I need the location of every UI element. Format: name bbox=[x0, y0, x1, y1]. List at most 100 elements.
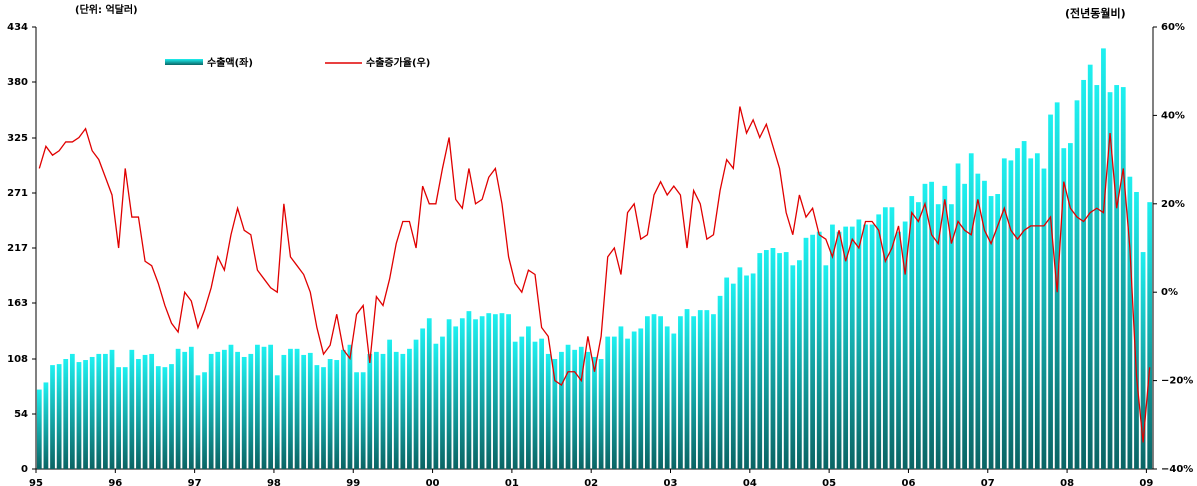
bar bbox=[169, 364, 174, 469]
bar bbox=[810, 234, 815, 469]
bar bbox=[446, 319, 452, 469]
bar bbox=[195, 375, 201, 469]
bar bbox=[96, 353, 102, 469]
bar bbox=[453, 326, 459, 469]
bar bbox=[717, 295, 723, 469]
bar bbox=[43, 382, 49, 469]
bar bbox=[69, 353, 75, 469]
bar bbox=[334, 360, 340, 469]
y-tick-label: 217 bbox=[7, 243, 28, 254]
bar bbox=[400, 353, 406, 469]
bar bbox=[116, 367, 121, 469]
bar bbox=[777, 253, 782, 469]
bar bbox=[737, 267, 743, 469]
bar bbox=[697, 310, 703, 469]
bar bbox=[136, 359, 141, 469]
bar bbox=[625, 338, 630, 469]
x-tick-label: 09 bbox=[1139, 478, 1153, 486]
bar bbox=[142, 354, 148, 469]
bar bbox=[882, 207, 888, 469]
bar bbox=[354, 372, 359, 469]
bar bbox=[651, 314, 657, 469]
bar bbox=[499, 313, 505, 469]
bar bbox=[671, 333, 677, 469]
bar bbox=[162, 367, 168, 469]
bar bbox=[122, 367, 128, 469]
y-tick-label: 380 bbox=[7, 77, 28, 88]
x-tick-label: 99 bbox=[346, 478, 360, 486]
bar bbox=[797, 260, 802, 469]
bar bbox=[995, 194, 1001, 469]
bar bbox=[1068, 143, 1073, 469]
bar bbox=[757, 253, 763, 469]
bar bbox=[975, 173, 981, 470]
bar bbox=[631, 331, 637, 469]
bar bbox=[915, 202, 921, 469]
bar bbox=[909, 196, 915, 469]
bar bbox=[281, 354, 287, 469]
bar bbox=[664, 326, 670, 469]
bar bbox=[413, 339, 419, 469]
x-tick-label: 07 bbox=[981, 478, 995, 486]
bar bbox=[618, 326, 624, 469]
bar bbox=[1001, 158, 1007, 470]
bar bbox=[1127, 176, 1133, 470]
bar bbox=[321, 367, 326, 469]
bar bbox=[56, 364, 62, 469]
y-tick-label: 54 bbox=[14, 409, 28, 420]
x-tick-label: 02 bbox=[584, 478, 598, 486]
bar bbox=[479, 316, 485, 469]
bar bbox=[208, 353, 214, 469]
bar bbox=[691, 316, 697, 469]
bar bbox=[407, 348, 412, 469]
bar bbox=[1061, 148, 1067, 469]
bar bbox=[955, 163, 961, 470]
x-tick-label: 08 bbox=[1060, 478, 1074, 486]
bar bbox=[1034, 153, 1040, 470]
bar bbox=[129, 349, 135, 469]
bar bbox=[1147, 202, 1153, 469]
bar bbox=[849, 226, 855, 469]
bar bbox=[50, 365, 55, 469]
bar bbox=[598, 359, 604, 469]
bar bbox=[301, 354, 307, 469]
bar bbox=[876, 214, 882, 469]
y-tick-label: 325 bbox=[7, 133, 28, 144]
bar bbox=[763, 250, 769, 469]
bar bbox=[1015, 148, 1020, 469]
bar bbox=[592, 356, 597, 469]
bar bbox=[466, 311, 472, 469]
y-tick-label: 0 bbox=[21, 464, 28, 475]
bar bbox=[1081, 79, 1086, 469]
bar bbox=[149, 353, 155, 469]
bar bbox=[109, 349, 115, 469]
x-tick-label: 01 bbox=[505, 478, 519, 486]
bar bbox=[1101, 48, 1106, 470]
bar bbox=[790, 265, 796, 469]
bar bbox=[611, 336, 617, 469]
bar bbox=[539, 338, 545, 469]
bar bbox=[228, 344, 234, 469]
bar bbox=[103, 353, 108, 469]
bar bbox=[942, 185, 948, 469]
bar bbox=[1048, 114, 1053, 469]
bar bbox=[863, 224, 868, 469]
bar bbox=[816, 231, 822, 469]
bar bbox=[506, 314, 511, 469]
bar bbox=[711, 314, 716, 469]
bar bbox=[235, 351, 240, 469]
bar bbox=[770, 248, 776, 469]
bar bbox=[730, 283, 736, 469]
bar bbox=[843, 226, 849, 469]
bar bbox=[605, 336, 611, 469]
bar bbox=[248, 353, 254, 469]
bar bbox=[1114, 85, 1120, 469]
legend-label: 수출액(좌) bbox=[207, 56, 253, 69]
bar bbox=[922, 183, 928, 469]
legend-swatch-bar bbox=[165, 59, 203, 65]
growth-line bbox=[38, 106, 1151, 443]
bar bbox=[274, 375, 280, 469]
x-tick-label: 97 bbox=[188, 478, 202, 486]
bar bbox=[367, 353, 373, 469]
bar bbox=[783, 252, 789, 469]
